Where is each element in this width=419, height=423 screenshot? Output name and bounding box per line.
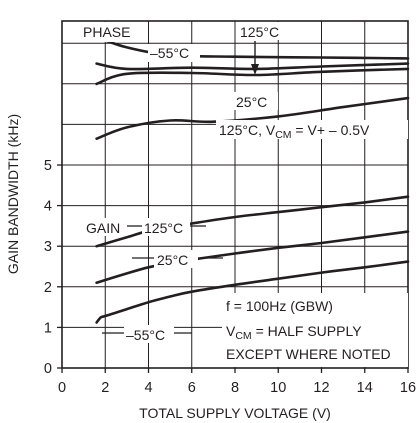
phase-vcm-label-bg [216, 120, 408, 139]
gain-label-25: 25°C [157, 252, 188, 268]
phase-title: PHASE [83, 24, 130, 40]
x-tick-label: 16 [400, 380, 416, 396]
y-tick-label: 0 [44, 361, 52, 377]
phase-curve-1 [95, 62, 410, 71]
x-tick-label: 12 [313, 380, 329, 396]
gain-title-bg [83, 218, 127, 236]
gain-25-label-bg [154, 250, 198, 268]
gain-curves [95, 195, 410, 324]
x-tick-label: 4 [144, 380, 152, 396]
phase-label-25: 25°C [236, 94, 267, 110]
gain-curve-1 [95, 230, 410, 284]
x-tick-label: 14 [357, 380, 373, 396]
phase-label-minus55: –55°C [150, 45, 189, 61]
phase-125-arrow-head [251, 64, 259, 75]
gain-m55-label-bg [124, 325, 174, 343]
gain-curve-0 [95, 195, 410, 248]
y-axis-title: GAIN BANDWIDTH (kHz) [5, 114, 21, 274]
x-tick-label: 2 [101, 380, 109, 396]
y-tick-label: 4 [44, 199, 52, 215]
x-tick-label: 10 [270, 380, 286, 396]
gain-125-label-bg [142, 218, 190, 236]
gain-title: GAIN [86, 220, 120, 236]
phase-label-125: 125°C [240, 24, 279, 40]
gain-label-125: 125°C [144, 220, 183, 236]
y-tick-label: 5 [44, 158, 52, 174]
gain-curve-2 [95, 260, 410, 324]
note-except: EXCEPT WHERE NOTED [226, 346, 391, 362]
x-tick-label: 0 [58, 380, 66, 396]
y-tick-label: 3 [44, 239, 52, 255]
note-frequency: f = 100Hz (GBW) [226, 298, 333, 314]
y-tick-label: 1 [44, 320, 52, 336]
phase-25-label-bg [234, 92, 278, 110]
x-tick-label: 8 [231, 380, 239, 396]
phase-m55-label-bg [148, 44, 200, 62]
notes-bg [222, 293, 408, 367]
phase-curve-2 [95, 67, 410, 86]
x-tick-label: 6 [188, 380, 196, 396]
x-axis-title: TOTAL SUPPLY VOLTAGE (V) [139, 405, 331, 421]
phase-curve-0 [95, 35, 410, 60]
gain-label-minus55: –55°C [126, 327, 165, 343]
phase-title-bg [77, 22, 137, 42]
phase-125-label-bg [236, 22, 288, 40]
y-tick-label: 2 [44, 280, 52, 296]
note-vcm: VCM = HALF SUPPLY [226, 323, 362, 342]
phase-label-vcm: 125°C, VCM = V+ – 0.5V [219, 122, 370, 141]
